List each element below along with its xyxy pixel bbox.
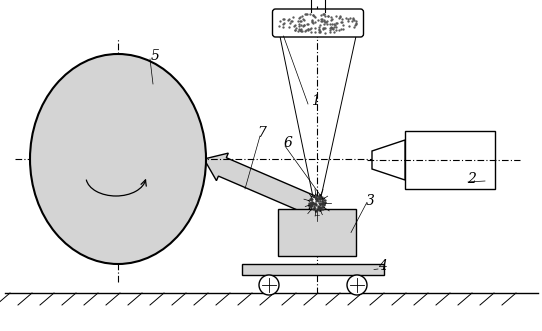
Text: 5: 5 [151,49,159,63]
Text: 1: 1 [311,94,319,108]
Circle shape [259,275,279,295]
Text: 3: 3 [365,194,375,208]
Text: 4: 4 [378,259,386,273]
Bar [242,264,384,275]
Bar [278,209,356,256]
Bar [405,131,495,189]
Polygon shape [308,194,326,213]
Text: 7: 7 [257,126,267,140]
Text: 2: 2 [468,172,476,186]
Text: 6: 6 [283,136,293,150]
FancyArrow shape [204,153,315,214]
Polygon shape [372,140,405,180]
Circle shape [347,275,367,295]
Ellipse shape [30,54,206,264]
FancyBboxPatch shape [273,9,364,37]
